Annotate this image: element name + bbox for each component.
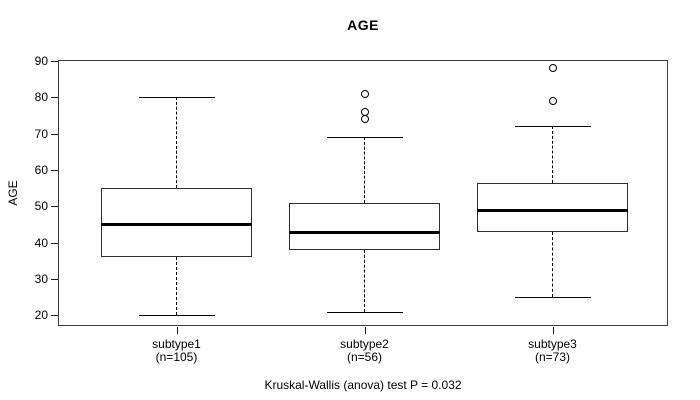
median-line bbox=[101, 223, 252, 227]
chart-title: AGE bbox=[347, 17, 379, 33]
y-axis-tick-label: 70 bbox=[34, 126, 48, 141]
outlier-point bbox=[548, 64, 557, 73]
lower-whisker-cap bbox=[514, 297, 591, 299]
group-label: subtype1 (n=105) bbox=[112, 338, 242, 364]
upper-whisker-line bbox=[364, 137, 365, 203]
x-axis-tick bbox=[176, 327, 178, 334]
y-axis-tick-label: 80 bbox=[34, 90, 48, 105]
kruskal-wallis-caption: Kruskal-Wallis (anova) test P = 0.032 bbox=[264, 378, 462, 392]
upper-whisker-cap bbox=[138, 97, 215, 99]
group-label-n: (n=56) bbox=[346, 350, 383, 364]
y-axis-tick bbox=[51, 133, 58, 135]
upper-whisker-line bbox=[176, 97, 177, 189]
y-axis-tick-label: 60 bbox=[34, 162, 48, 177]
y-axis-tick-label: 40 bbox=[34, 235, 48, 250]
iqr-box bbox=[477, 182, 628, 232]
lower-whisker-line bbox=[176, 257, 177, 316]
outlier-point bbox=[360, 89, 369, 98]
median-line bbox=[477, 208, 628, 212]
median-line bbox=[289, 230, 440, 234]
group-label-name: subtype3 bbox=[528, 337, 577, 351]
lower-whisker-cap bbox=[326, 311, 403, 313]
lower-whisker-cap bbox=[138, 315, 215, 317]
y-axis-tick bbox=[51, 169, 58, 171]
y-axis-tick-label: 20 bbox=[34, 308, 48, 323]
y-axis-tick bbox=[51, 278, 58, 280]
group-label-name: subtype2 bbox=[340, 337, 389, 351]
upper-whisker-cap bbox=[326, 137, 403, 139]
upper-whisker-line bbox=[552, 126, 553, 183]
group-label-n: (n=105) bbox=[155, 350, 198, 364]
y-axis-tick bbox=[51, 206, 58, 208]
y-axis-tick bbox=[51, 97, 58, 99]
y-axis-tick bbox=[51, 315, 58, 317]
y-axis-title: AGE bbox=[6, 180, 20, 206]
y-axis-tick bbox=[51, 242, 58, 244]
iqr-box bbox=[289, 202, 440, 250]
outlier-point bbox=[548, 96, 557, 105]
upper-whisker-cap bbox=[514, 126, 591, 128]
group-label: subtype3 (n=73) bbox=[488, 338, 618, 364]
lower-whisker-line bbox=[364, 249, 365, 312]
iqr-box bbox=[101, 188, 252, 258]
lower-whisker-line bbox=[552, 231, 553, 298]
x-axis-tick bbox=[364, 327, 366, 334]
y-axis-tick-label: 90 bbox=[34, 54, 48, 68]
y-axis-tick-label: 30 bbox=[34, 271, 48, 286]
group-label-name: subtype1 bbox=[152, 337, 201, 351]
group-label: subtype2 (n=56) bbox=[300, 338, 430, 364]
x-axis-tick bbox=[552, 327, 554, 334]
outlier-point bbox=[360, 115, 369, 124]
y-axis-tick bbox=[51, 61, 58, 62]
group-label-n: (n=73) bbox=[534, 350, 571, 364]
plot-area bbox=[58, 60, 668, 326]
y-axis-tick-label: 50 bbox=[34, 199, 48, 214]
outlier-point bbox=[360, 107, 369, 116]
